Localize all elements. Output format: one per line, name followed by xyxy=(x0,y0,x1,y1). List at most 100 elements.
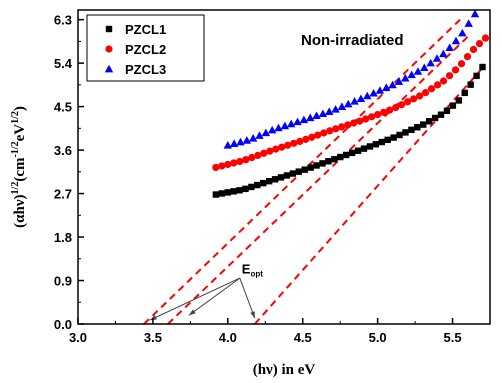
legend-marker xyxy=(105,45,113,53)
legend-entry: PZCL1 xyxy=(105,22,166,37)
eopt-arrow-line xyxy=(188,277,241,316)
data-point xyxy=(331,105,340,113)
data-point xyxy=(343,151,350,159)
annotation-label: Non-irradiated xyxy=(301,32,404,49)
data-point xyxy=(350,97,359,105)
data-point xyxy=(407,70,416,79)
data-point xyxy=(338,123,346,131)
data-point xyxy=(369,88,378,97)
y-tick-label: 0.0 xyxy=(54,317,72,332)
data-point xyxy=(218,190,225,197)
data-point xyxy=(306,113,315,122)
data-point xyxy=(332,125,340,133)
data-point xyxy=(255,131,264,139)
data-point xyxy=(445,72,454,80)
data-point xyxy=(348,149,356,157)
tangent-fit-line xyxy=(254,67,484,325)
data-point xyxy=(236,157,244,166)
data-point xyxy=(299,115,309,124)
plot-frame xyxy=(77,9,491,325)
y-tick-label: 0.9 xyxy=(54,274,72,289)
data-point xyxy=(248,134,258,142)
data-point xyxy=(289,170,297,177)
y-title-mid2: eV xyxy=(12,124,28,142)
legend-marker xyxy=(105,25,113,33)
data-point xyxy=(396,131,403,139)
y-tick-label: 5.4 xyxy=(54,56,73,71)
data-point xyxy=(248,153,256,162)
data-point xyxy=(467,81,474,88)
data-point xyxy=(218,162,226,170)
data-point xyxy=(229,139,239,147)
data-point xyxy=(392,103,400,112)
data-point xyxy=(295,168,302,175)
data-point xyxy=(236,137,245,146)
data-point xyxy=(290,139,298,147)
y-title-mid: (cm xyxy=(12,157,28,182)
data-point xyxy=(398,101,406,109)
data-point xyxy=(242,156,250,164)
data-point xyxy=(473,72,480,80)
data-point xyxy=(223,141,233,149)
data-point xyxy=(344,99,353,108)
data-point xyxy=(378,138,385,146)
data-point xyxy=(433,81,442,89)
data-point xyxy=(363,91,372,100)
data-point xyxy=(455,97,463,104)
data-point xyxy=(254,181,261,189)
data-point xyxy=(344,121,352,129)
data-point xyxy=(470,9,480,18)
data-point xyxy=(230,159,238,167)
legend-entries: PZCL1 PZCL2 PZCL3 xyxy=(104,22,166,77)
data-point xyxy=(415,92,424,100)
data-point xyxy=(475,39,484,48)
y-title-sup1: 1/2 xyxy=(10,182,21,195)
data-point xyxy=(469,45,478,54)
data-point xyxy=(261,128,271,137)
data-point xyxy=(380,108,388,116)
data-point xyxy=(319,160,326,167)
data-point xyxy=(274,123,283,132)
data-point xyxy=(320,129,328,137)
eopt-label: Eopt xyxy=(242,261,263,278)
data-point xyxy=(426,58,435,67)
y-title-sup2: -1/2 xyxy=(10,141,21,157)
data-point xyxy=(356,117,364,125)
data-point xyxy=(350,119,358,127)
y-tick-label: 4.5 xyxy=(54,100,72,115)
eopt-label-sub: opt xyxy=(250,269,263,278)
data-point xyxy=(439,49,448,58)
y-title-sup3: 1/2 xyxy=(10,111,21,124)
eopt-arrow-head xyxy=(149,315,157,321)
data-point xyxy=(375,86,385,94)
eopt-arrow-line xyxy=(149,277,241,321)
series-pzcl1 xyxy=(212,63,486,198)
y-tick-label: 3.6 xyxy=(54,143,72,158)
data-point xyxy=(408,126,415,134)
data-point xyxy=(394,77,404,85)
data-point xyxy=(421,89,430,97)
data-point xyxy=(224,160,232,169)
data-point xyxy=(260,149,268,157)
data-point xyxy=(312,111,321,120)
data-point xyxy=(386,106,394,114)
data-point xyxy=(260,179,267,187)
legend-label: PZCL3 xyxy=(125,62,166,77)
data-point xyxy=(296,137,304,145)
x-tick-label: 5.5 xyxy=(444,330,462,345)
x-ticks: 3.0 3.5 4.0 4.5 5.0 5.5 xyxy=(69,318,462,345)
data-point xyxy=(451,66,460,74)
data-point xyxy=(432,54,442,62)
data-point xyxy=(457,60,466,68)
data-point xyxy=(443,107,451,114)
data-point xyxy=(388,80,397,89)
data-point xyxy=(384,136,391,144)
y-ticks: 0.0 0.9 1.8 2.7 3.6 4.5 5.4 6.3 xyxy=(54,13,84,332)
data-point xyxy=(362,115,370,123)
data-point xyxy=(314,131,322,139)
eopt-arrow-line xyxy=(239,277,256,319)
x-tick-label: 5.0 xyxy=(369,330,387,345)
y-title-main: (αhν) xyxy=(12,194,28,227)
data-point xyxy=(461,89,468,97)
legend: PZCL1 PZCL2 PZCL3 xyxy=(86,14,205,82)
